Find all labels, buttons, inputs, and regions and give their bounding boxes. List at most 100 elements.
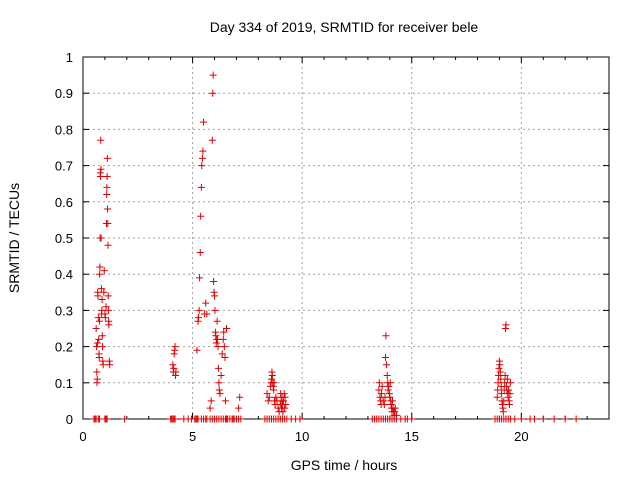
data-point [196,274,204,282]
data-point [550,415,558,423]
data-point [104,205,112,213]
y-tick-label: 0.8 [55,122,73,137]
data-point [494,379,502,387]
data-point [102,303,110,311]
data-point [100,288,108,296]
data-point [215,386,223,394]
data-point [193,346,201,354]
data-point [104,306,112,314]
data-point [98,296,106,304]
data-points [90,71,580,423]
data-point [103,191,111,199]
data-point [103,415,111,423]
data-point [391,404,399,412]
data-point [280,397,288,405]
data-point [517,415,525,423]
data-point [98,332,106,340]
data-point [93,368,101,376]
data-point [216,390,224,398]
data-point [97,285,105,293]
data-point [280,390,288,398]
data-point [211,306,219,314]
data-point [97,165,105,173]
data-point [95,335,103,343]
y-tick-label: 0.7 [55,159,73,174]
data-point [172,368,180,376]
data-point [495,364,503,372]
y-tick-label: 0.6 [55,195,73,210]
data-point [270,386,278,394]
series-srmtid [90,71,580,423]
data-point [264,397,272,405]
data-point [379,397,387,405]
data-point [235,404,243,412]
data-point [196,248,204,256]
data-point [497,375,505,383]
y-axis-label: SRMTID / TECUs [6,183,22,293]
y-tick-label: 0.5 [55,231,73,246]
data-point [382,332,390,340]
data-point [495,372,503,380]
data-point [93,339,101,347]
data-point [281,404,289,412]
data-point [267,375,275,383]
data-point [503,375,511,383]
data-point [279,408,287,416]
data-point [221,397,229,405]
data-point [169,361,177,369]
data-point [217,372,225,380]
data-point [100,267,108,275]
data-point [265,393,273,401]
data-point [96,270,104,278]
data-point [171,415,179,423]
data-point [96,263,104,271]
data-point [383,361,391,369]
data-point [200,118,208,126]
x-tick-label: 20 [514,429,528,444]
data-point [211,292,218,300]
data-point [223,325,231,332]
data-point [392,411,400,419]
data-point [95,317,103,325]
ticks-layer: 0 5 10 15 20 0 0.1 0.2 0.3 0.4 0.5 0.6 0.7 0.8 0.9 1 [55,50,609,444]
data-point [496,361,504,369]
grid-layer [83,57,609,419]
data-point [505,386,513,394]
data-point [218,350,226,358]
data-point [105,321,113,329]
data-point [263,390,271,398]
data-point [236,393,244,401]
data-point [380,401,388,409]
data-point [378,382,386,390]
y-tick-label: 1 [66,50,73,65]
data-point [214,364,222,372]
data-point [206,404,214,412]
data-point [199,147,207,155]
data-point [214,343,222,351]
data-point [103,183,111,191]
data-point [270,379,278,387]
data-point [101,314,109,322]
data-point [99,361,107,369]
data-point [572,415,580,423]
data-point [530,415,538,423]
data-point [170,364,178,372]
data-point [221,353,229,361]
data-point [388,397,396,405]
data-point [209,89,217,97]
data-point [506,379,514,387]
data-point [197,183,205,191]
data-point [215,379,223,387]
data-point [220,343,228,351]
data-point [98,306,106,314]
data-point [499,408,507,416]
data-point [93,343,101,351]
data-point [95,353,103,361]
x-tick-label: 0 [79,429,86,444]
data-point [220,328,228,336]
data-point [493,393,501,401]
data-point [504,393,512,401]
data-point [539,415,547,423]
